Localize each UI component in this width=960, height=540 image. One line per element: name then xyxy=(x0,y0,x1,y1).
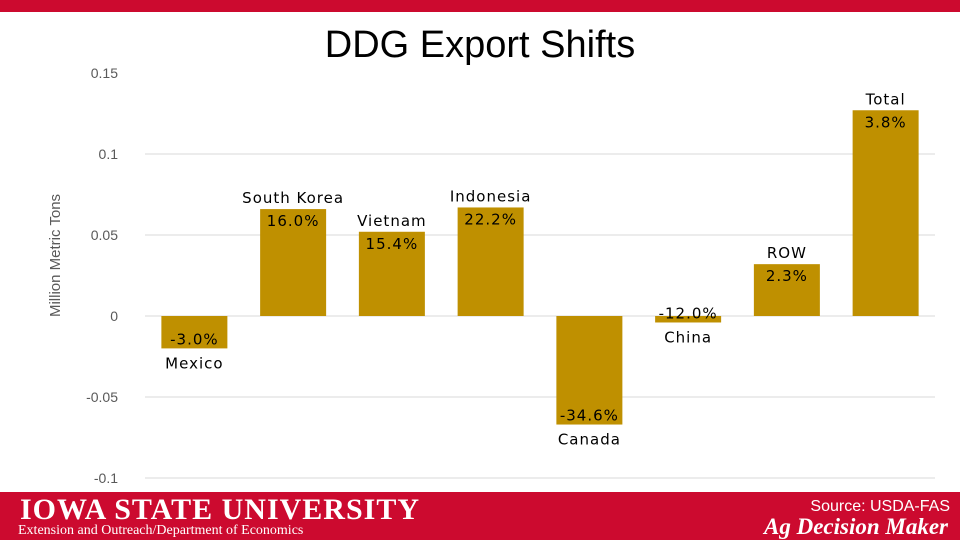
brand-logo-text: Ag Decision Maker xyxy=(764,514,948,539)
category-label: Canada xyxy=(558,431,621,449)
category-label: ROW xyxy=(767,244,807,262)
percent-label: 16.0% xyxy=(267,212,320,230)
category-label: Total xyxy=(865,90,906,108)
percent-label: 3.8% xyxy=(865,113,907,131)
y-tick-label: -0.1 xyxy=(94,470,118,486)
category-label: South Korea xyxy=(242,189,344,207)
percent-label: -34.6% xyxy=(560,407,619,425)
bar-labels: -3.0% Mexico 16.0% South Korea 15.4% Vietnam 2… xyxy=(165,90,907,449)
source-text: Source: USDA-FAS xyxy=(810,498,950,515)
top-accent-bar xyxy=(0,0,960,12)
percent-label: 2.3% xyxy=(766,267,808,285)
category-label: Vietnam xyxy=(357,212,427,230)
percent-label: 22.2% xyxy=(464,210,517,228)
y-axis-label: Million Metric Tons xyxy=(47,194,64,317)
category-label: Indonesia xyxy=(450,187,532,205)
percent-label: -3.0% xyxy=(170,330,219,348)
footer-bar: IOWA STATE UNIVERSITY Extension and Outr… xyxy=(0,492,960,540)
y-axis-ticks: 0.15 0.1 0.05 0 -0.05 -0.1 xyxy=(86,65,118,486)
y-tick-label: -0.05 xyxy=(86,389,118,405)
bar-chart: 0.15 0.1 0.05 0 -0.05 -0.1 -3.0% Mexico 16.0% So… xyxy=(47,65,935,486)
department-text: Extension and Outreach/Department of Eco… xyxy=(18,523,304,538)
bar-row xyxy=(753,264,820,316)
percent-label: 15.4% xyxy=(366,235,419,253)
y-tick-label: 0.05 xyxy=(91,227,118,243)
percent-label: -12.0% xyxy=(659,304,718,322)
category-label: China xyxy=(664,328,712,346)
bar-canada xyxy=(556,316,623,425)
bar-vietnam xyxy=(358,231,425,316)
bar-total xyxy=(852,110,919,316)
bar-mexico xyxy=(161,316,228,349)
bar-indonesia xyxy=(457,207,524,316)
y-tick-label: 0.1 xyxy=(99,146,119,162)
bars xyxy=(161,110,919,425)
university-wordmark: IOWA STATE UNIVERSITY xyxy=(20,493,420,526)
bar-south-korea xyxy=(260,209,327,316)
category-label: Mexico xyxy=(165,354,223,372)
slide-title: DDG Export Shifts xyxy=(324,24,636,66)
y-tick-label: 0 xyxy=(110,308,118,324)
y-tick-label: 0.15 xyxy=(91,65,118,81)
bar-china xyxy=(655,316,722,323)
